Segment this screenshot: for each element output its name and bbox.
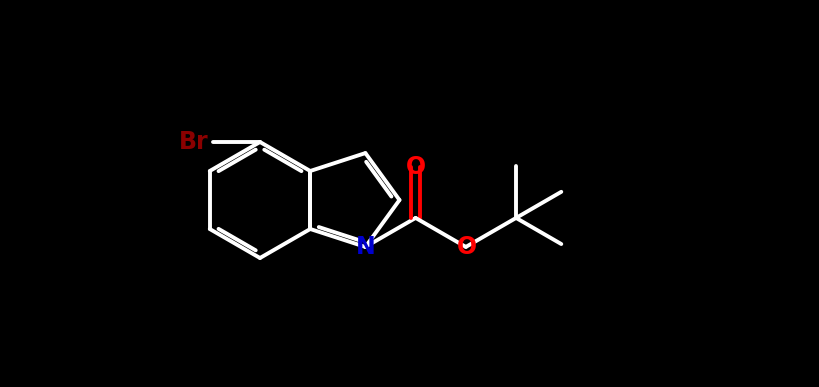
Text: O: O [405,155,426,179]
Text: N: N [355,235,375,259]
Text: Br: Br [179,130,208,154]
Text: O: O [457,235,477,259]
